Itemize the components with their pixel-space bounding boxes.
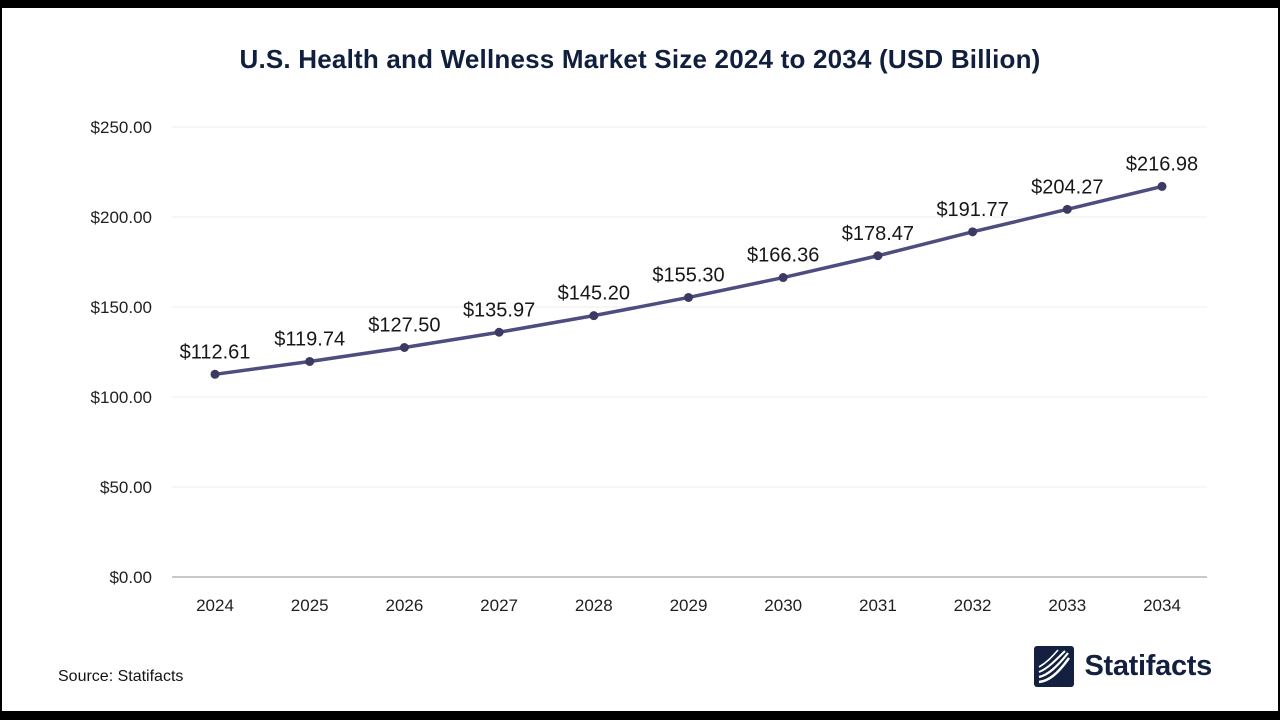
x-tick-label: 2034 xyxy=(1143,596,1181,615)
x-tick-label: 2028 xyxy=(575,596,613,615)
x-tick-label: 2029 xyxy=(670,596,708,615)
data-point xyxy=(968,227,978,237)
data-point xyxy=(589,311,599,321)
data-point xyxy=(210,369,220,379)
y-tick-label: $50.00 xyxy=(100,478,152,497)
data-point xyxy=(684,292,693,302)
data-point xyxy=(399,343,409,352)
y-tick-label: $200.00 xyxy=(91,208,152,227)
x-tick-label: 2025 xyxy=(291,596,329,615)
data-point xyxy=(494,327,504,337)
data-label: $112.61 xyxy=(180,341,251,363)
source-note: Source: Statifacts xyxy=(58,668,184,685)
data-point xyxy=(873,251,883,261)
data-label: $204.27 xyxy=(1031,176,1103,198)
statifacts-logo-icon xyxy=(1034,646,1075,687)
data-label: $145.20 xyxy=(558,283,630,305)
x-tick-label: 2032 xyxy=(954,596,992,615)
x-tick-label: 2033 xyxy=(1048,596,1086,615)
data-point xyxy=(778,273,788,283)
chart-card: U.S. Health and Wellness Market Size 202… xyxy=(2,8,1278,711)
x-tick-label: 2030 xyxy=(764,596,802,615)
x-tick-label: 2024 xyxy=(196,596,234,615)
data-label: $155.30 xyxy=(652,264,724,286)
y-tick-label: $150.00 xyxy=(91,298,152,317)
brand-logo: Statifacts xyxy=(1034,646,1212,687)
x-tick-label: 2026 xyxy=(385,596,423,615)
y-tick-label: $100.00 xyxy=(91,388,152,407)
data-point xyxy=(1157,181,1167,191)
data-label: $135.97 xyxy=(463,299,535,321)
data-point xyxy=(305,356,315,366)
brand-name: Statifacts xyxy=(1084,650,1212,682)
x-tick-label: 2031 xyxy=(859,596,897,615)
data-label: $127.50 xyxy=(368,315,440,337)
y-tick-label: $250.00 xyxy=(91,118,152,137)
data-label: $166.36 xyxy=(747,245,819,267)
data-label: $119.74 xyxy=(274,328,345,350)
data-label: $178.47 xyxy=(842,223,914,245)
line-chart-canvas: $0.00 $50.00 $100.00 $150.00 $200.00 $250.00 2… xyxy=(91,118,1207,615)
y-tick-label: $0.00 xyxy=(109,568,152,587)
x-tick-label: 2027 xyxy=(480,596,518,615)
data-label: $191.77 xyxy=(936,199,1008,221)
data-point xyxy=(1062,204,1072,214)
data-label: $216.98 xyxy=(1126,153,1198,175)
chart-title: U.S. Health and Wellness Market Size 202… xyxy=(239,44,1041,74)
